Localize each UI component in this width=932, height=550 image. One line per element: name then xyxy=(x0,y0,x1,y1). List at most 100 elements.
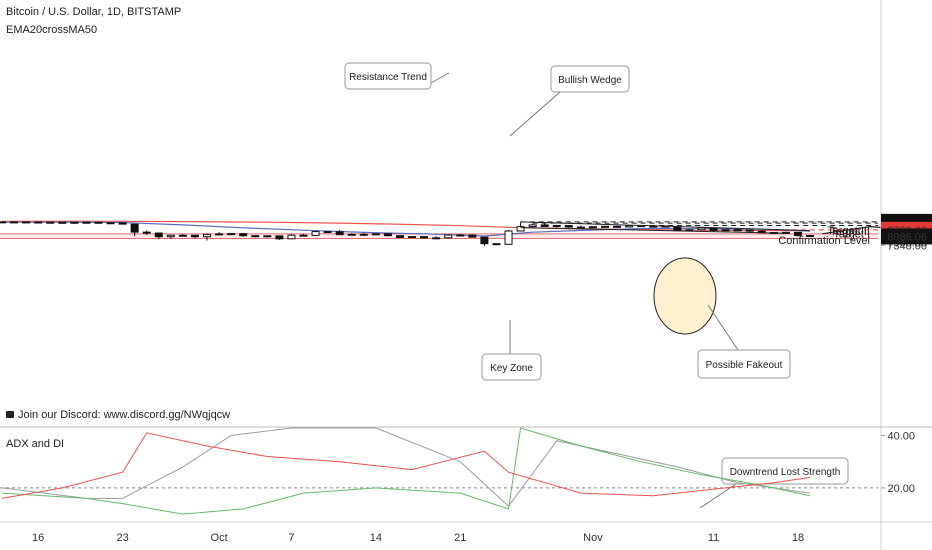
date-tick-label-7: 11 xyxy=(708,532,719,544)
adx-series-0 xyxy=(1,427,811,507)
callout-resistance-trend-pointer xyxy=(430,72,450,84)
callout-resistance-trend: Resistance Trend xyxy=(344,62,450,90)
discord-text: Join our Discord: www.discord.gg/NWqjqcw xyxy=(18,409,231,421)
candle-50 xyxy=(601,225,609,228)
candle-body xyxy=(480,236,489,245)
candle-37 xyxy=(444,234,453,239)
candle-24 xyxy=(287,234,296,240)
candle-8 xyxy=(94,221,103,224)
candle-32 xyxy=(383,233,392,237)
candle-body xyxy=(34,221,43,224)
candle-49 xyxy=(588,226,597,229)
candle-body xyxy=(806,234,815,237)
callout-possible-fakeout-pointer xyxy=(707,304,739,351)
candle-body xyxy=(721,229,730,232)
candle-39 xyxy=(468,234,477,238)
candle-body xyxy=(359,233,368,236)
candle-11 xyxy=(130,223,139,237)
callout-key-zone: Key Zone xyxy=(481,320,542,381)
discord-banner[interactable]: Join our Discord: www.discord.gg/NWqjqcw xyxy=(6,409,230,421)
candle-51 xyxy=(613,225,622,228)
candle-1 xyxy=(10,221,19,224)
candle-body xyxy=(82,221,91,224)
candle-body xyxy=(793,231,802,236)
candle-body xyxy=(456,234,465,237)
candle-13 xyxy=(154,232,163,239)
date-tick-label-5: 21 xyxy=(454,532,466,544)
candle-44 xyxy=(528,223,537,228)
candle-body xyxy=(215,233,224,236)
date-tick-label-4: 14 xyxy=(370,532,382,544)
chart-title: Bitcoin / U.S. Dollar, 1D, BITSTAMP xyxy=(6,6,182,18)
callout-bullish-wedge-pointer xyxy=(509,91,561,137)
date-tick-label-0: 16 xyxy=(32,532,44,544)
candle-body xyxy=(227,233,236,236)
candle-body xyxy=(504,230,513,245)
candle-body xyxy=(613,225,622,228)
candle-body xyxy=(106,222,115,225)
candle-body xyxy=(46,221,55,224)
callout-possible-fakeout: Possible Fakeout xyxy=(697,304,791,379)
candle-body xyxy=(601,225,609,228)
candle-33 xyxy=(395,235,404,239)
level-label-2: Target I xyxy=(833,228,870,240)
candle-10 xyxy=(118,222,127,225)
candle-body xyxy=(0,221,6,224)
candle-6 xyxy=(70,221,79,225)
candle-body xyxy=(673,226,682,231)
candle-27 xyxy=(323,231,332,234)
candle-5 xyxy=(58,221,67,224)
candle-38 xyxy=(456,233,465,237)
candle-3 xyxy=(34,221,43,224)
candle-body xyxy=(22,221,31,224)
adx-pane-title: ADX and DI xyxy=(6,438,65,450)
candle-43 xyxy=(516,221,525,232)
candle-35 xyxy=(420,236,429,239)
candle-2 xyxy=(22,221,31,224)
candle-body xyxy=(625,225,634,228)
candle-34 xyxy=(408,236,417,239)
fakeout-circle xyxy=(653,257,717,335)
candle-29 xyxy=(347,233,356,236)
candle-body xyxy=(190,234,199,238)
candle-59 xyxy=(709,227,718,232)
callout-bullish-wedge-text: Bullish Wedge xyxy=(558,75,622,86)
candle-41 xyxy=(492,243,501,246)
callout-bullish-wedge-box xyxy=(550,65,630,93)
candle-body xyxy=(239,233,248,237)
candle-58 xyxy=(697,227,706,231)
candle-17 xyxy=(203,233,212,241)
candle-body xyxy=(528,224,537,228)
callout-possible-fakeout-box xyxy=(697,349,791,379)
callout-key-zone-text: Key Zone xyxy=(490,363,533,374)
candle-body xyxy=(154,232,163,238)
level-label-3: Confirmation Level xyxy=(778,235,870,247)
candle-62 xyxy=(745,229,754,232)
date-tick-label-8: 18 xyxy=(792,532,804,544)
candle-body xyxy=(492,243,501,246)
candle-4 xyxy=(46,221,55,224)
candle-body xyxy=(468,234,477,238)
candle-12 xyxy=(142,230,151,236)
candles xyxy=(0,221,815,246)
candle-body xyxy=(347,233,356,236)
candle-22 xyxy=(263,235,272,238)
adx-pane: 40.00 20.00 xyxy=(0,427,915,515)
adx-series-2 xyxy=(1,432,811,499)
key-zone-band xyxy=(0,233,878,239)
level-label-1: Target II xyxy=(830,226,870,238)
price-tag-4 xyxy=(881,228,932,245)
candle-body xyxy=(576,226,585,229)
candle-30 xyxy=(359,232,368,236)
candle-0 xyxy=(0,221,6,224)
candle-body xyxy=(335,231,344,236)
candle-body xyxy=(58,221,67,224)
candle-body xyxy=(275,235,284,240)
candle-body xyxy=(432,237,441,240)
callout-downtrend-pointer xyxy=(699,483,737,509)
candle-body xyxy=(685,229,694,232)
